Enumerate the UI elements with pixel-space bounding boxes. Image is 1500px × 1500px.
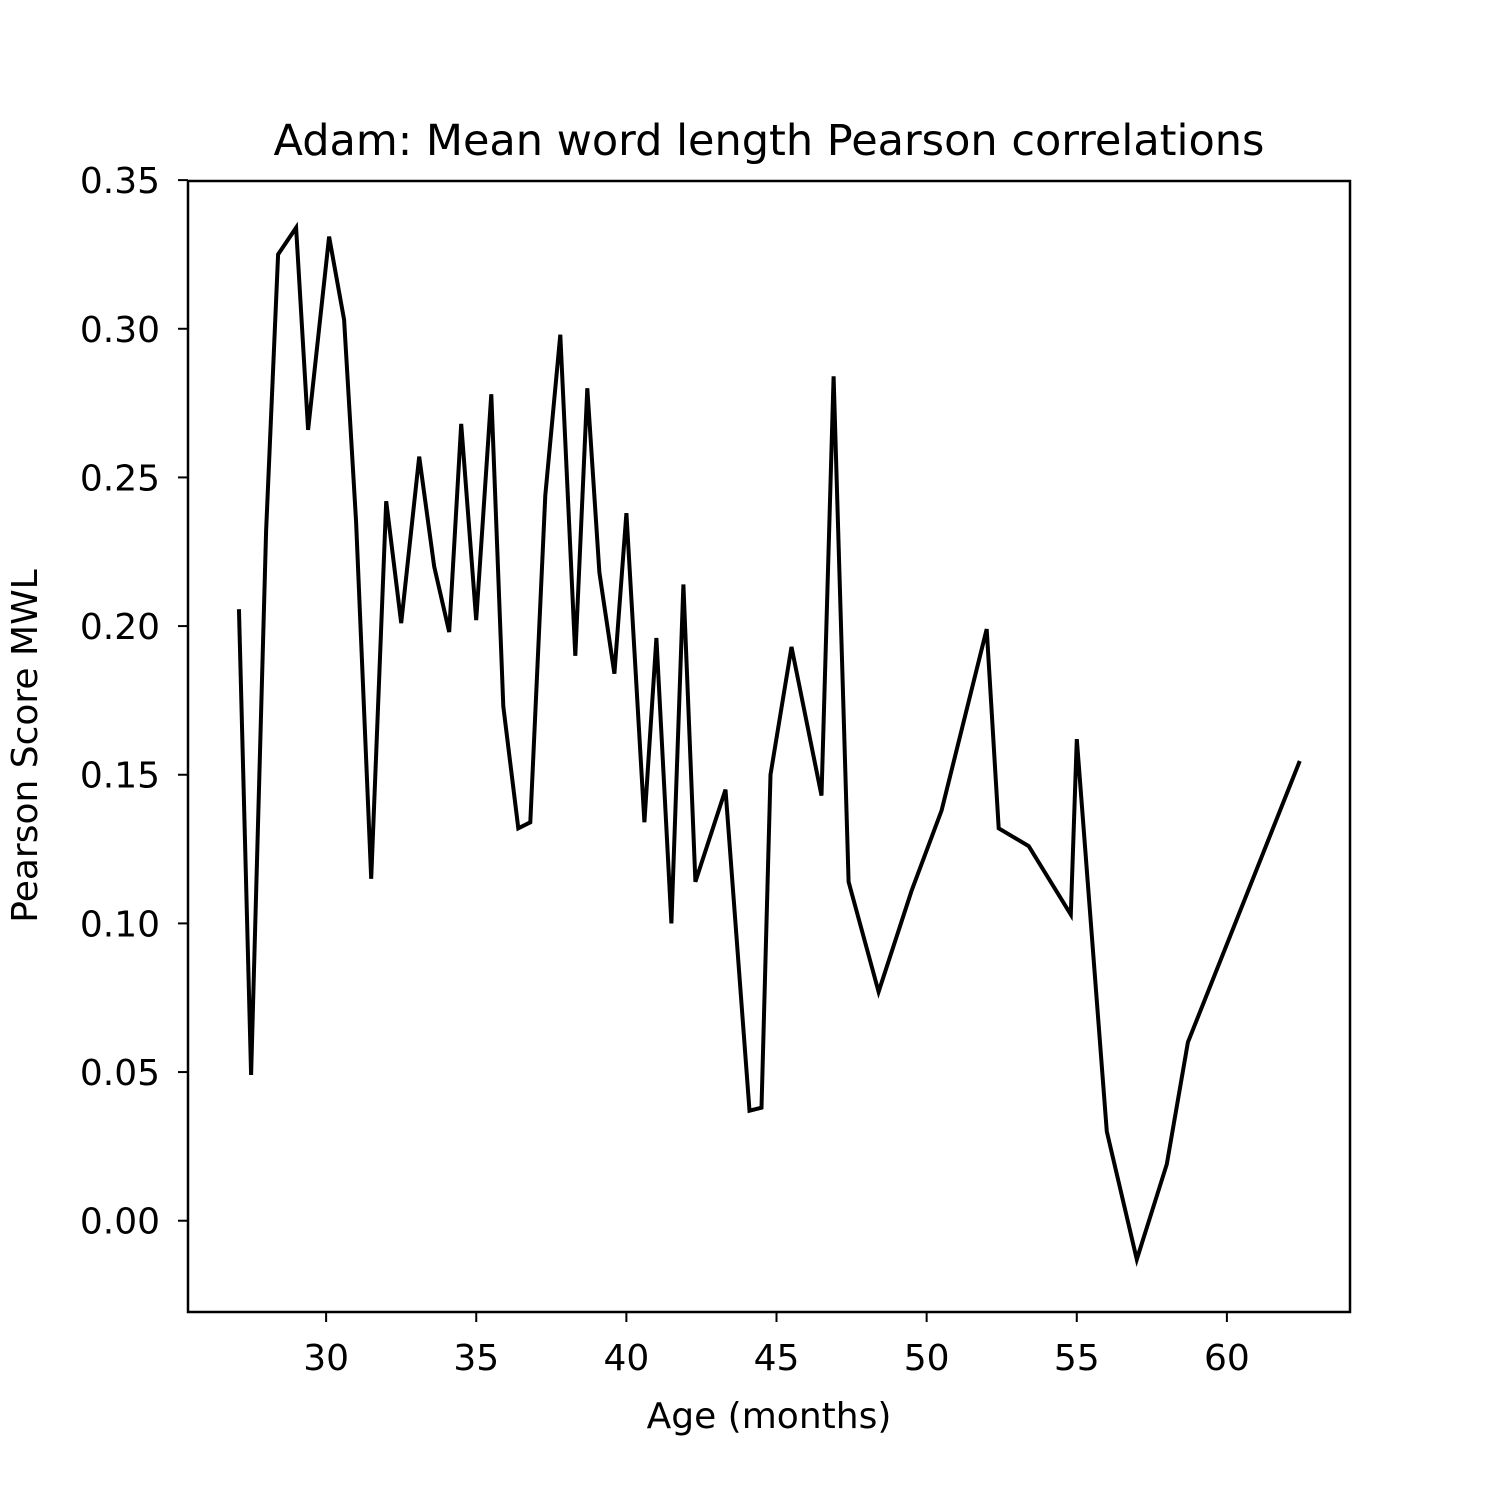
data-point xyxy=(416,454,422,460)
data-point xyxy=(623,510,629,516)
data-point xyxy=(668,920,674,926)
data-point xyxy=(326,234,332,240)
data-point xyxy=(275,251,281,257)
data-point xyxy=(641,819,647,825)
data-point xyxy=(527,819,533,825)
data-point xyxy=(368,876,374,882)
data-point xyxy=(584,385,590,391)
y-tick-label: 0.10 xyxy=(80,904,160,945)
data-point xyxy=(876,989,882,995)
x-axis-ticks: 30 35 40 45 50 55 60 xyxy=(303,1312,1250,1379)
data-point xyxy=(1185,1039,1191,1045)
series-line-pearson-score xyxy=(236,221,1302,1267)
x-tick-label: 55 xyxy=(1054,1338,1100,1379)
data-point xyxy=(383,498,389,504)
data-point xyxy=(596,570,602,576)
data-point xyxy=(458,421,464,427)
data-point xyxy=(819,793,825,799)
data-point xyxy=(488,391,494,397)
data-point xyxy=(1026,843,1032,849)
y-tick-label: 0.20 xyxy=(80,607,160,648)
data-point xyxy=(1164,1161,1170,1167)
data-point xyxy=(768,772,774,778)
data-point xyxy=(305,427,311,433)
data-point xyxy=(789,644,795,650)
data-point xyxy=(909,888,915,894)
data-point xyxy=(680,581,686,587)
x-tick-label: 40 xyxy=(603,1338,649,1379)
data-point xyxy=(653,635,659,641)
x-tick-label: 30 xyxy=(303,1338,349,1379)
data-point xyxy=(1068,911,1074,917)
data-point xyxy=(473,617,479,623)
data-point xyxy=(398,620,404,626)
data-point xyxy=(692,879,698,885)
data-point xyxy=(341,317,347,323)
data-point xyxy=(831,373,837,379)
data-point xyxy=(446,629,452,635)
data-point xyxy=(758,1105,764,1111)
x-tick-label: 45 xyxy=(754,1338,800,1379)
plot-frame xyxy=(186,179,1352,1314)
data-point xyxy=(236,608,242,614)
data-point xyxy=(293,225,299,231)
data-point xyxy=(1296,760,1302,766)
y-tick-label: 0.25 xyxy=(80,458,160,499)
data-point xyxy=(996,825,1002,831)
data-point xyxy=(846,879,852,885)
x-tick-label: 50 xyxy=(904,1338,950,1379)
data-point xyxy=(722,787,728,793)
y-tick-label: 0.30 xyxy=(80,310,160,351)
data-point xyxy=(572,653,578,659)
data-point xyxy=(611,671,617,677)
data-point xyxy=(1104,1129,1110,1135)
y-axis-label: Pearson Score MWL xyxy=(5,569,46,922)
data-point xyxy=(515,825,521,831)
data-point xyxy=(353,519,359,525)
data-point xyxy=(939,807,945,813)
data-point xyxy=(746,1108,752,1114)
y-tick-label: 0.05 xyxy=(80,1053,160,1094)
chart-title: Adam: Mean word length Pearson correlati… xyxy=(274,116,1265,166)
data-point xyxy=(1074,736,1080,742)
data-point xyxy=(1134,1256,1140,1262)
data-point xyxy=(557,332,563,338)
x-tick-label: 35 xyxy=(453,1338,499,1379)
y-tick-label: 0.15 xyxy=(80,756,160,797)
data-point xyxy=(500,703,506,709)
data-point xyxy=(984,626,990,632)
data-point xyxy=(263,528,269,534)
x-axis-label: Age (months) xyxy=(647,1396,892,1437)
data-point xyxy=(248,1072,254,1078)
data-point xyxy=(542,492,548,498)
x-tick-label: 60 xyxy=(1204,1338,1250,1379)
y-tick-label: 0.35 xyxy=(80,161,160,202)
data-point xyxy=(431,564,437,570)
y-tick-label: 0.00 xyxy=(80,1202,160,1243)
y-axis-ticks: 0.00 0.05 0.10 0.15 0.20 0.25 0.30 0.35 xyxy=(80,161,188,1243)
